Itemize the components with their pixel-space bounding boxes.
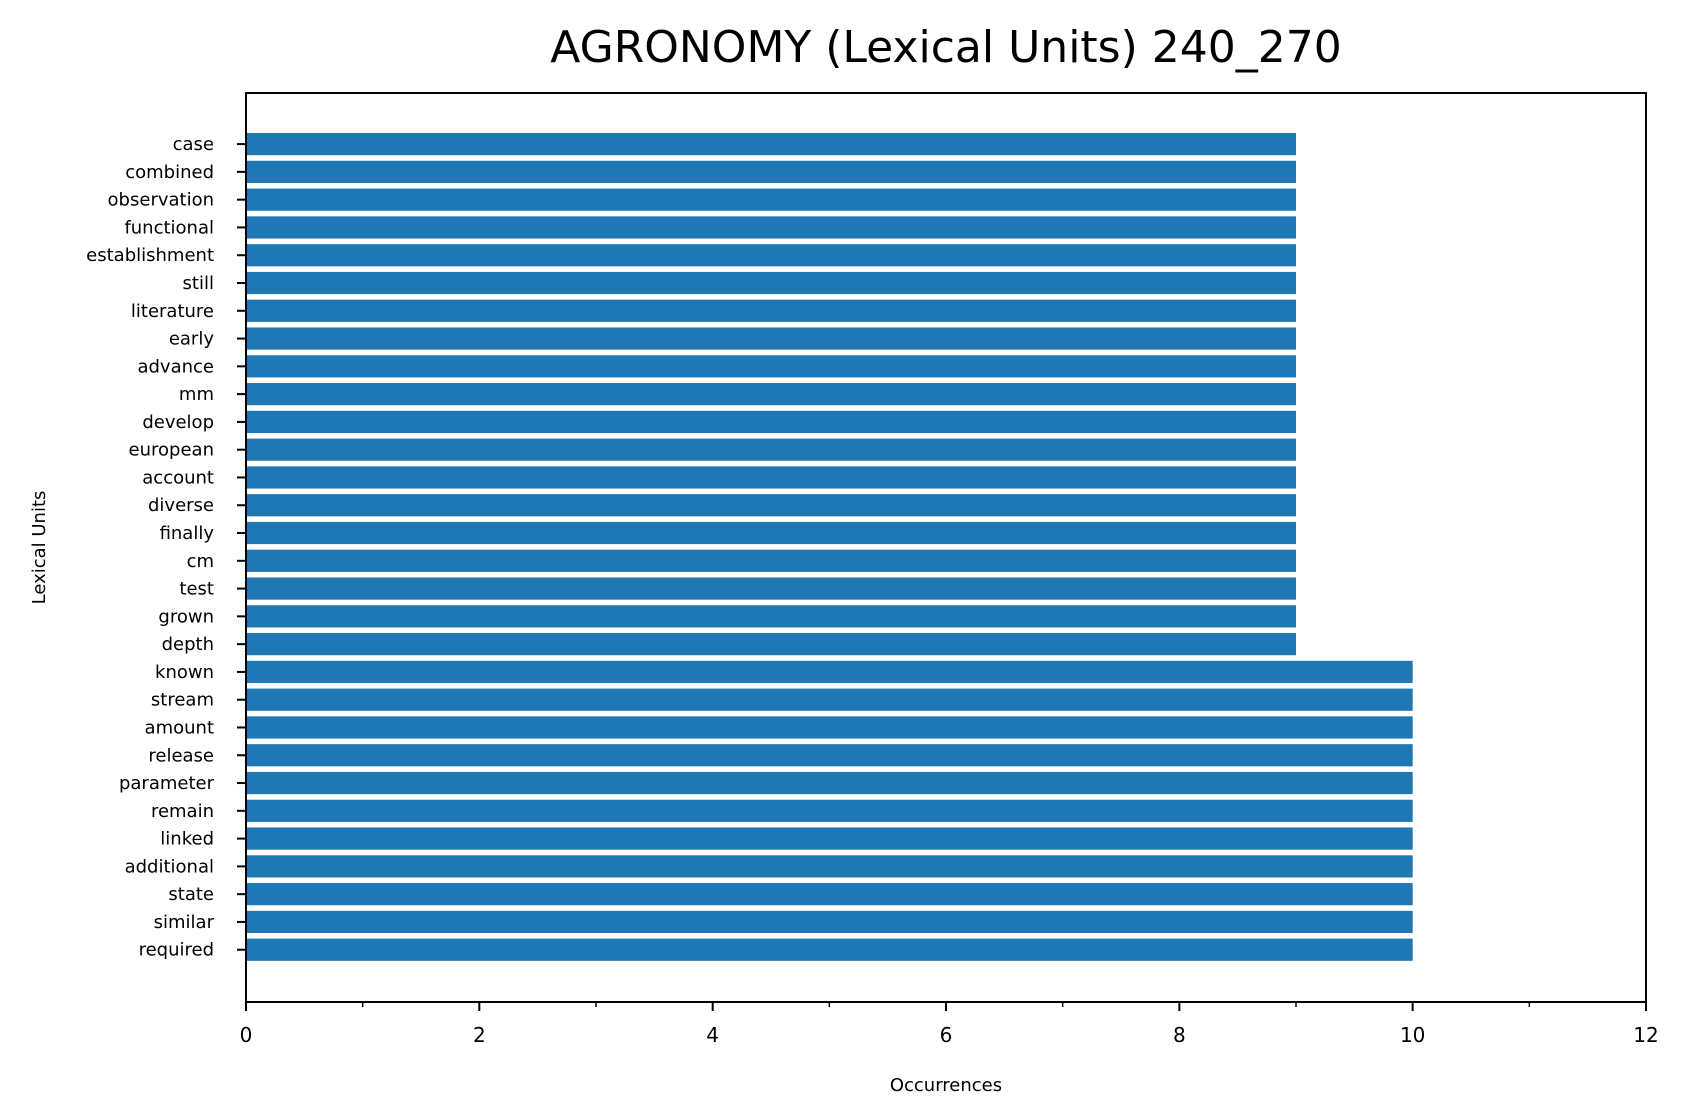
bar-european xyxy=(246,438,1296,461)
y-tick-label-early: early xyxy=(169,329,215,350)
bar-combined xyxy=(246,160,1296,183)
bar-amount xyxy=(246,716,1413,739)
y-tick-label-advance: advance xyxy=(137,356,214,377)
plot-frame xyxy=(245,92,1647,1003)
bar-mm xyxy=(246,383,1296,406)
bar-release xyxy=(246,744,1413,767)
y-tick-label-combined: combined xyxy=(125,162,214,183)
bar-account xyxy=(246,466,1296,489)
bar-known xyxy=(246,660,1413,684)
bar-develop xyxy=(246,410,1296,433)
bars-layer xyxy=(246,133,1413,961)
y-tick-label-known: known xyxy=(155,662,214,683)
y-tick-label-account: account xyxy=(142,467,214,488)
bar-similar xyxy=(246,910,1413,934)
bar-cm xyxy=(246,549,1296,572)
bar-remain xyxy=(246,799,1413,822)
y-tick-label-still: still xyxy=(183,273,214,294)
y-tick-label-depth: depth xyxy=(162,634,214,655)
y-tick-label-establishment: establishment xyxy=(86,245,214,266)
x-tick-label-12: 12 xyxy=(1633,1023,1658,1047)
y-tick-label-parameter: parameter xyxy=(119,773,215,794)
bar-grown xyxy=(246,605,1296,628)
bar-finally xyxy=(246,521,1296,545)
y-tick-label-observation: observation xyxy=(108,190,214,211)
x-tick-label-2: 2 xyxy=(473,1023,486,1047)
y-tick-label-case: case xyxy=(173,134,214,155)
bar-depth xyxy=(246,633,1296,656)
y-tick-label-develop: develop xyxy=(142,412,214,433)
y-tick-label-required: required xyxy=(139,940,214,961)
y-tick-label-release: release xyxy=(148,745,214,766)
bar-establishment xyxy=(246,244,1296,267)
y-tick-label-stream: stream xyxy=(151,690,214,711)
bar-test xyxy=(246,577,1296,600)
bar-case xyxy=(246,133,1296,156)
x-axis-label: Occurrences xyxy=(890,1075,1002,1096)
bar-state xyxy=(246,883,1413,906)
y-axis-label: Lexical Units xyxy=(29,491,50,605)
x-tick-label-4: 4 xyxy=(706,1023,719,1047)
y-tick-label-functional: functional xyxy=(124,217,214,238)
y-tick-label-cm: cm xyxy=(187,551,214,572)
bar-diverse xyxy=(246,494,1296,517)
bar-stream xyxy=(246,688,1413,711)
y-tick-label-diverse: diverse xyxy=(148,495,214,516)
bar-observation xyxy=(246,188,1296,211)
bar-advance xyxy=(246,355,1296,378)
y-tick-label-european: european xyxy=(129,440,214,461)
y-tick-label-linked: linked xyxy=(160,829,214,850)
bar-early xyxy=(246,327,1296,350)
y-tick-label-remain: remain xyxy=(151,801,214,822)
bar-parameter xyxy=(246,771,1413,795)
x-axis: 0 2 4 6 8 10 12 xyxy=(240,1002,1659,1047)
x-tick-label-0: 0 xyxy=(240,1023,253,1047)
chart-title: AGRONOMY (Lexical Units) 240_270 xyxy=(550,22,1342,73)
y-tick-label-mm: mm xyxy=(179,384,214,405)
bar-still xyxy=(246,271,1296,295)
bar-linked xyxy=(246,827,1413,850)
x-tick-label-8: 8 xyxy=(1173,1023,1186,1047)
y-tick-label-state: state xyxy=(168,884,214,905)
bar-functional xyxy=(246,216,1296,239)
y-tick-label-literature: literature xyxy=(131,301,214,322)
x-tick-label-6: 6 xyxy=(940,1023,953,1047)
y-tick-label-amount: amount xyxy=(145,717,214,738)
bar-literature xyxy=(246,299,1296,322)
y-tick-label-similar: similar xyxy=(154,912,215,933)
bar-required xyxy=(246,938,1413,961)
y-tick-label-test: test xyxy=(179,579,214,600)
y-tick-label-additional: additional xyxy=(125,856,214,877)
y-axis: case combined observation functional establi… xyxy=(86,134,246,961)
y-tick-label-finally: finally xyxy=(160,523,215,544)
x-tick-label-10: 10 xyxy=(1400,1023,1425,1047)
bar-additional xyxy=(246,855,1413,878)
y-tick-label-grown: grown xyxy=(158,606,214,627)
